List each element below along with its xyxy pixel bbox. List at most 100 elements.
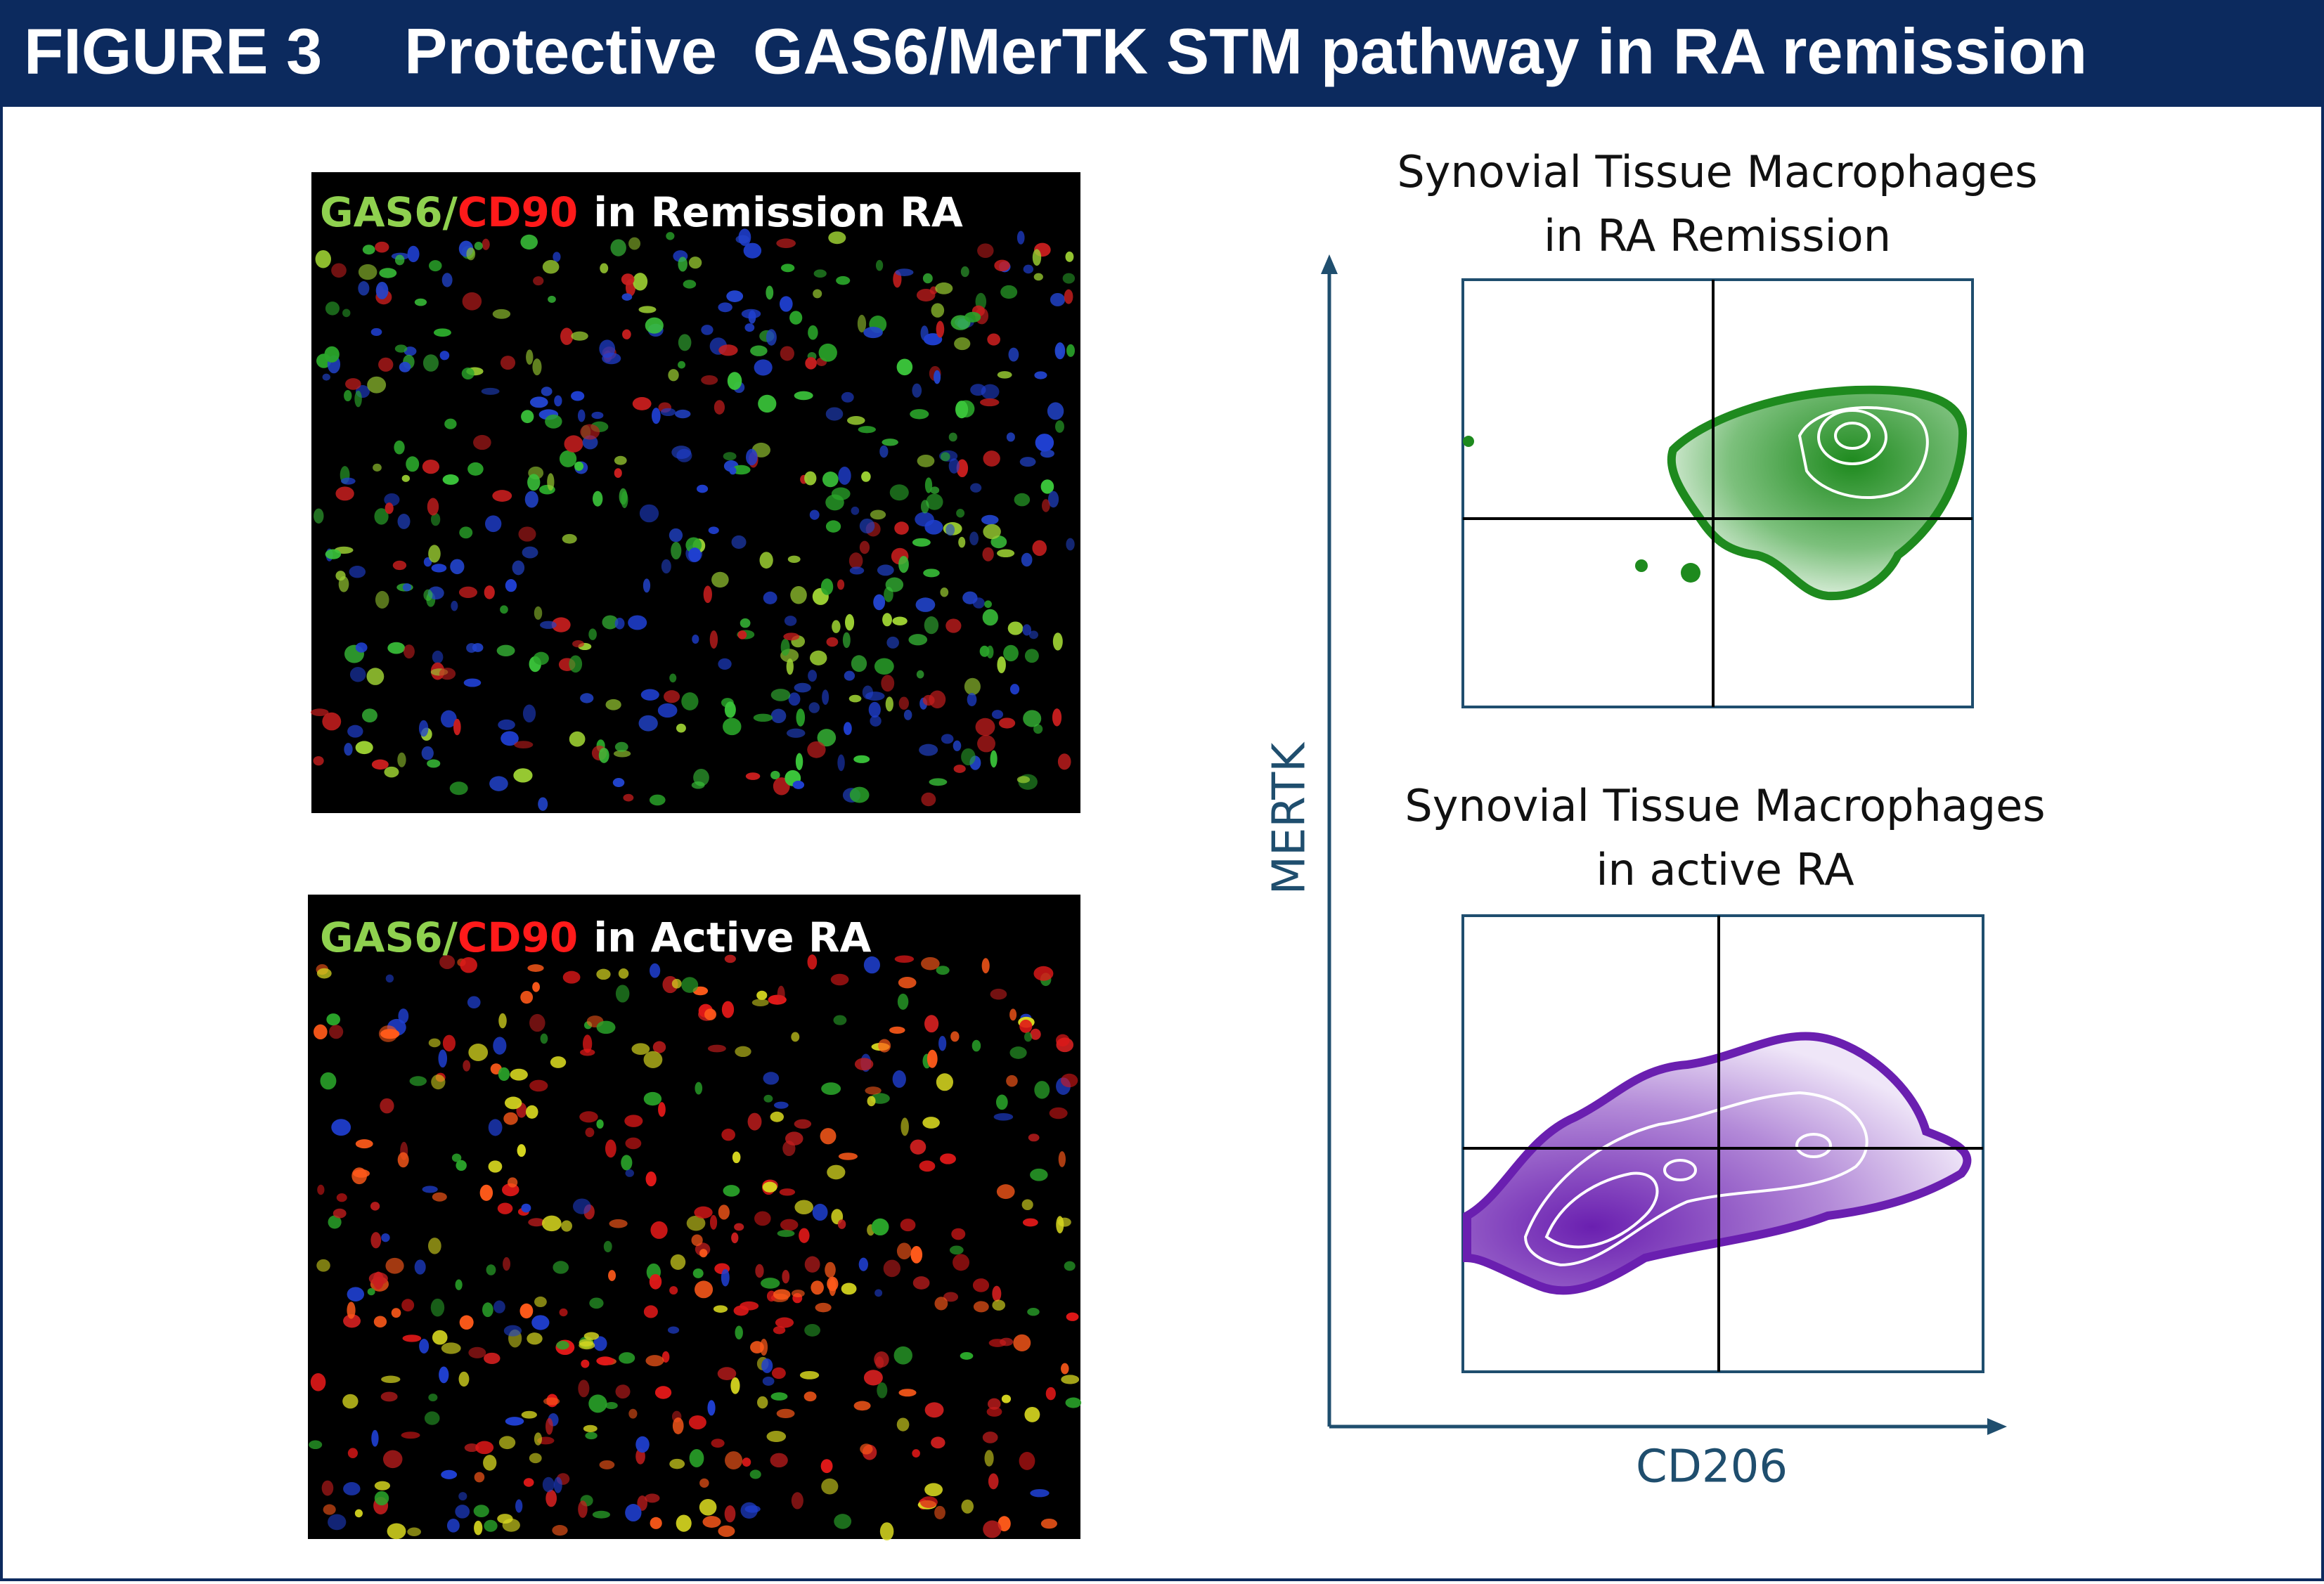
cell xyxy=(559,450,577,467)
cell xyxy=(671,542,682,560)
cell xyxy=(643,1051,663,1068)
cell xyxy=(912,1276,930,1290)
cell xyxy=(492,309,511,319)
cell xyxy=(585,1432,598,1440)
cell xyxy=(374,1481,390,1491)
cell xyxy=(354,1509,363,1518)
y-axis-label: MERTK xyxy=(1264,741,1316,895)
cell xyxy=(734,1223,744,1231)
cell xyxy=(753,713,773,722)
cell xyxy=(385,1257,404,1274)
cell xyxy=(468,1044,489,1061)
cell xyxy=(533,651,549,666)
cell xyxy=(930,486,940,494)
cell xyxy=(773,1101,789,1109)
cell xyxy=(459,1315,474,1330)
cell xyxy=(990,988,1007,1000)
cell xyxy=(669,1286,678,1295)
cell xyxy=(763,591,777,604)
cell xyxy=(791,1290,805,1297)
cell xyxy=(910,1245,923,1264)
cell xyxy=(355,741,373,755)
cell xyxy=(724,954,736,963)
cell xyxy=(484,1519,498,1532)
cell xyxy=(517,1144,527,1157)
cell xyxy=(763,1094,773,1103)
cell xyxy=(780,346,794,361)
cell xyxy=(347,725,363,738)
cell xyxy=(874,1289,883,1297)
cell xyxy=(428,1394,438,1402)
cell xyxy=(324,346,340,363)
cell xyxy=(500,605,508,614)
cell xyxy=(773,1289,791,1300)
cell xyxy=(691,1234,703,1247)
cell xyxy=(623,793,634,802)
cell xyxy=(703,585,712,604)
cell xyxy=(522,704,536,723)
cell xyxy=(744,1505,761,1513)
cell xyxy=(775,1317,794,1328)
cell xyxy=(367,376,387,394)
cell xyxy=(571,391,585,401)
cell xyxy=(625,1503,642,1522)
cell xyxy=(701,325,714,335)
cell xyxy=(321,1480,334,1496)
cell xyxy=(374,508,389,525)
cell xyxy=(991,710,1004,720)
cell xyxy=(1066,538,1075,551)
cell xyxy=(981,958,990,974)
cell xyxy=(583,1332,600,1340)
cell xyxy=(956,509,965,518)
cell xyxy=(1062,273,1076,284)
cell xyxy=(621,1155,633,1171)
cell xyxy=(859,518,875,534)
cell xyxy=(468,1346,486,1358)
cell xyxy=(322,712,342,731)
cell xyxy=(990,750,998,768)
cell xyxy=(694,1206,713,1219)
cell xyxy=(784,616,797,626)
cell xyxy=(780,638,790,656)
cell xyxy=(1034,1081,1050,1099)
cell xyxy=(953,1254,970,1271)
cell xyxy=(614,618,625,630)
cell xyxy=(1052,632,1063,651)
cell xyxy=(432,1192,447,1202)
cell xyxy=(686,1215,706,1231)
cell xyxy=(882,613,892,627)
cell xyxy=(424,1411,440,1425)
cell xyxy=(657,703,678,718)
cell xyxy=(758,394,777,413)
cell xyxy=(580,693,594,703)
cell xyxy=(822,471,839,488)
cell xyxy=(960,266,969,278)
cell xyxy=(661,559,671,573)
cell xyxy=(870,509,886,520)
cell xyxy=(934,370,941,384)
cell xyxy=(441,1342,461,1354)
cell xyxy=(820,1459,833,1474)
cell xyxy=(503,1257,511,1271)
cell xyxy=(534,1432,543,1446)
cell xyxy=(735,1046,751,1058)
cell xyxy=(422,354,439,372)
cell xyxy=(370,1232,382,1249)
cell xyxy=(865,692,885,701)
cell xyxy=(848,694,862,703)
cell xyxy=(794,1200,813,1214)
cell xyxy=(879,445,889,458)
cell xyxy=(964,311,981,323)
cell xyxy=(326,1013,341,1026)
cell xyxy=(860,1443,873,1455)
cell xyxy=(987,333,1000,346)
cell xyxy=(564,435,583,453)
cell xyxy=(432,1330,448,1345)
cell xyxy=(981,384,1000,400)
cell xyxy=(908,634,928,646)
cell xyxy=(603,1240,612,1253)
cell xyxy=(821,1478,839,1495)
cell xyxy=(358,264,377,280)
cell xyxy=(397,752,406,767)
cell xyxy=(496,644,515,657)
